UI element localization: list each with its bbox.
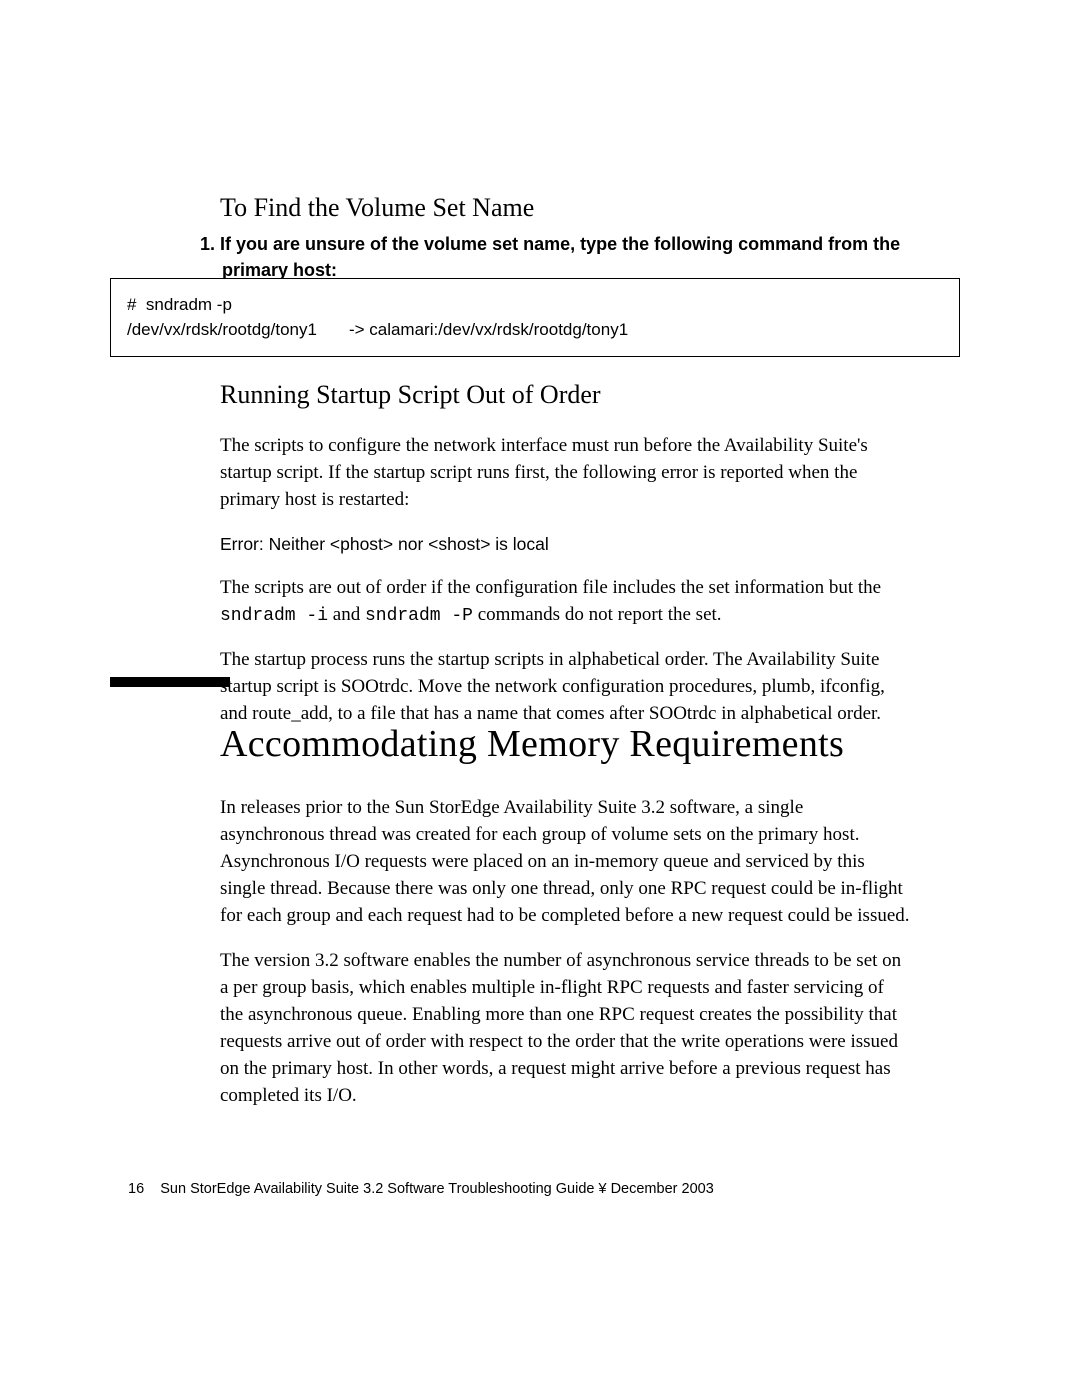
para-memory-2: The version 3.2 software enables the num…: [220, 948, 910, 1110]
para-startup-3: The startup process runs the startup scr…: [220, 647, 910, 728]
code-path-dst: -> calamari:/dev/vx/rdsk/rootdg/tony1: [349, 318, 628, 343]
text-span: The scripts are out of order if the conf…: [220, 577, 881, 598]
error-message: Error: Neither <phost> nor <shost> is lo…: [220, 532, 910, 557]
document-page: To Find the Volume Set Name 1. If you ar…: [0, 0, 1080, 1397]
code-path-src: /dev/vx/rdsk/rootdg/tony1: [127, 318, 317, 343]
code-box: # sndradm -p /dev/vx/rdsk/rootdg/tony1 -…: [110, 278, 960, 357]
code-line-2: /dev/vx/rdsk/rootdg/tony1 -> calamari:/d…: [127, 318, 941, 343]
step-body: If you are unsure of the volume set name…: [220, 234, 900, 280]
page-number: 16: [128, 1181, 144, 1197]
text-span: and: [328, 604, 365, 625]
heading-startup-script: Running Startup Script Out of Order: [220, 377, 910, 413]
para-startup-2: The scripts are out of order if the conf…: [220, 575, 910, 630]
section-rule: [110, 677, 230, 687]
inline-cmd-2: sndradm -P: [365, 606, 473, 626]
text-span: commands do not report the set.: [473, 604, 722, 625]
footer-title: Sun StorEdge Availability Suite 3.2 Soft…: [160, 1181, 714, 1197]
code-prompt: #: [127, 295, 136, 314]
section-memory-requirements: Accommodating Memory Requirements In rel…: [220, 718, 910, 1128]
code-box-sndradm: # sndradm -p /dev/vx/rdsk/rootdg/tony1 -…: [110, 278, 960, 357]
code-line-1: # sndradm -p: [127, 293, 941, 318]
page-footer: 16 Sun StorEdge Availability Suite 3.2 S…: [128, 1179, 714, 1199]
para-startup-1: The scripts to configure the network int…: [220, 433, 910, 514]
step-1-text: 1. If you are unsure of the volume set n…: [200, 231, 910, 283]
inline-cmd-1: sndradm -i: [220, 606, 328, 626]
section-startup-script: Running Startup Script Out of Order The …: [220, 377, 910, 746]
heading-find-volume: To Find the Volume Set Name: [220, 190, 910, 226]
code-cmd: sndradm -p: [146, 295, 232, 314]
step-prefix: 1.: [200, 234, 220, 254]
heading-memory-requirements: Accommodating Memory Requirements: [220, 718, 910, 771]
para-memory-1: In releases prior to the Sun StorEdge Av…: [220, 795, 910, 930]
